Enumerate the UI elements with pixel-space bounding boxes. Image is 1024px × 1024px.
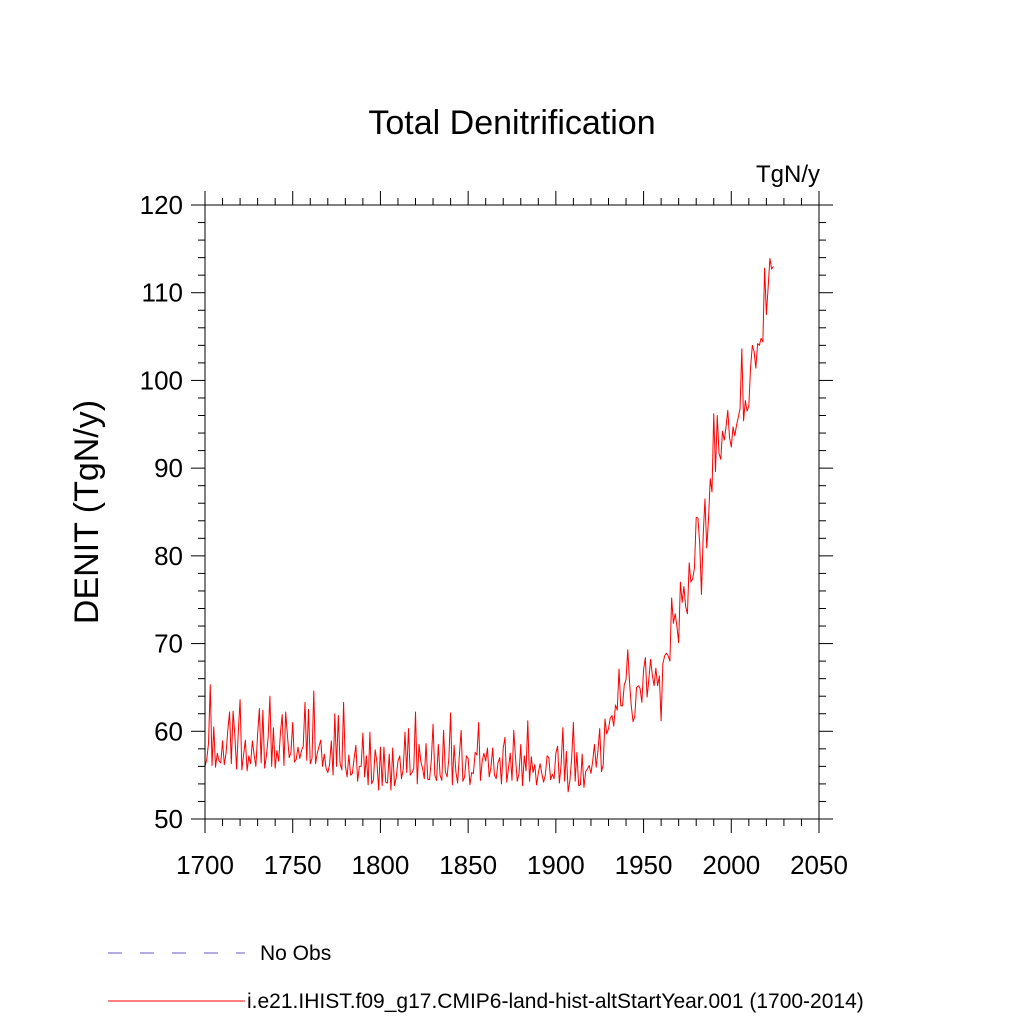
y-tick-label: 120 xyxy=(140,190,183,220)
units-label: TgN/y xyxy=(756,161,820,188)
x-tick-label: 1750 xyxy=(264,850,322,880)
x-tick-label: 2000 xyxy=(702,850,760,880)
y-tick-label: 60 xyxy=(154,716,183,746)
y-axis-title: DENIT (TgN/y) xyxy=(68,400,106,624)
x-tick-label: 2050 xyxy=(790,850,848,880)
legend-label-no-obs: No Obs xyxy=(260,942,331,965)
x-tick-label: 1950 xyxy=(615,850,673,880)
x-tick-label: 1850 xyxy=(439,850,497,880)
x-tick-label: 1900 xyxy=(527,850,585,880)
y-tick-label: 50 xyxy=(154,804,183,834)
y-tick-label: 110 xyxy=(142,278,183,308)
plot-frame xyxy=(204,204,820,820)
legend: No Obs i.e21.IHIST.f09_g17.CMIP6-land-hi… xyxy=(108,942,864,1013)
chart-title: Total Denitrification xyxy=(368,104,655,142)
y-tick-label: 100 xyxy=(140,365,183,395)
legend-label-model: i.e21.IHIST.f09_g17.CMIP6-land-hist-altS… xyxy=(247,990,864,1013)
y-tick-label: 90 xyxy=(154,453,183,483)
series-line-model xyxy=(204,258,774,793)
x-tick-label: 1800 xyxy=(352,850,410,880)
x-tick-label: 1700 xyxy=(176,850,234,880)
plot-area xyxy=(204,258,774,793)
y-tick-label: 70 xyxy=(154,629,183,659)
axis-ticks: 1700 1750 1800 1850 1900 1950 2000 2050 50 60 70 80… xyxy=(140,190,848,880)
y-tick-label: 80 xyxy=(154,541,183,571)
